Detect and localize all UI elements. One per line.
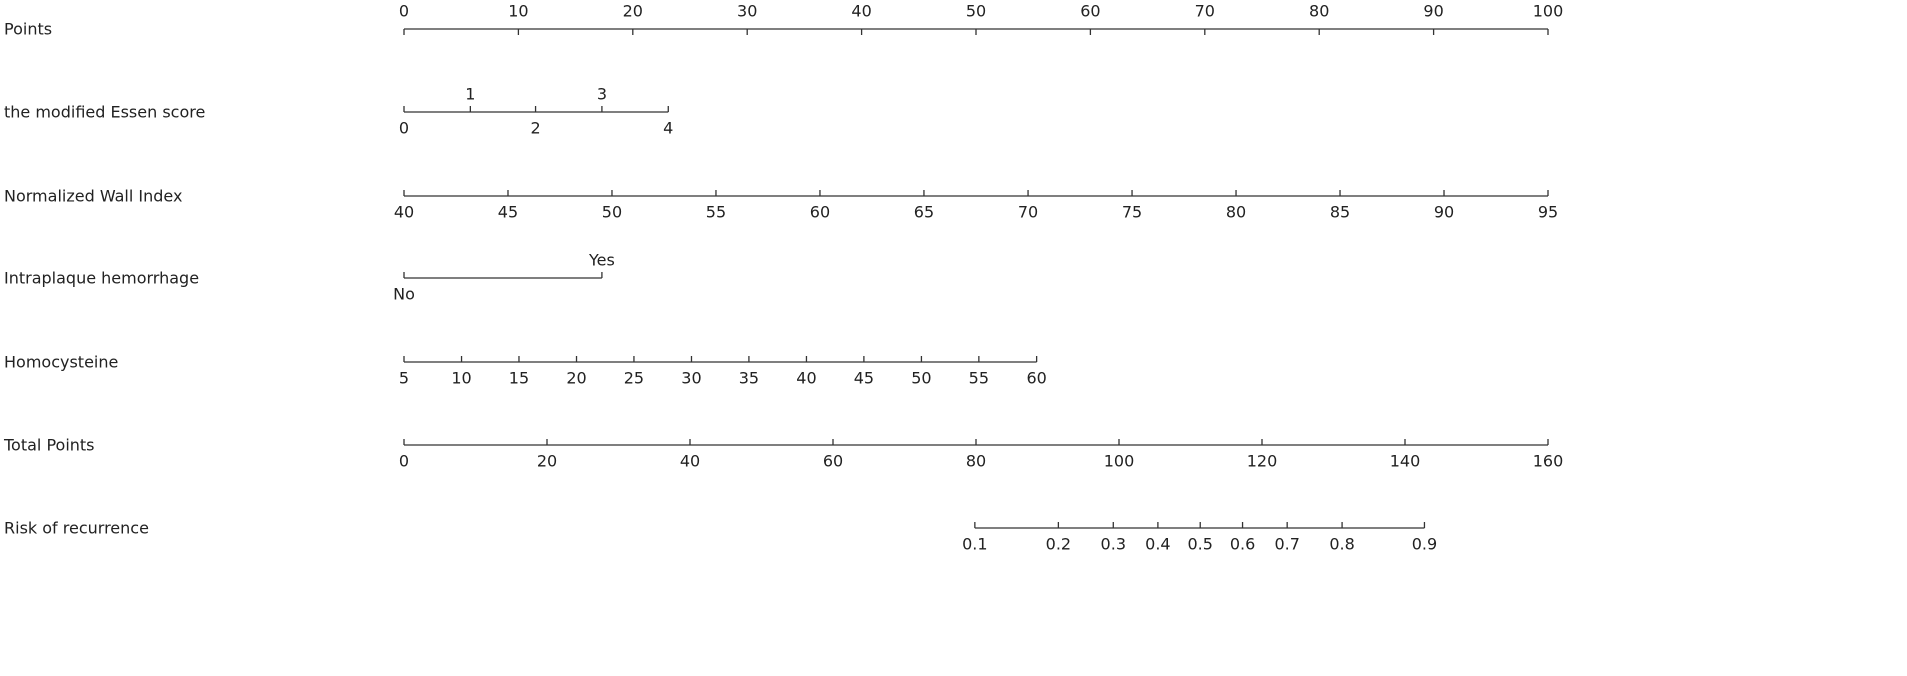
tick-label: 0.6 (1230, 535, 1255, 554)
tick-label: 0.7 (1274, 535, 1299, 554)
tick-label: 20 (623, 2, 643, 21)
tick-label: 100 (1533, 2, 1564, 21)
tick-label: 0.8 (1329, 535, 1354, 554)
tick-label: 140 (1390, 452, 1421, 471)
row-label: Risk of recurrence (4, 519, 149, 538)
tick-label: 90 (1434, 203, 1454, 222)
tick-label: 0.5 (1187, 535, 1212, 554)
tick-label: 80 (1309, 2, 1329, 21)
tick-label: 0.2 (1046, 535, 1071, 554)
tick-label: 10 (451, 369, 471, 388)
tick-label: 60 (823, 452, 843, 471)
tick-label: 0 (399, 452, 409, 471)
row-label: Intraplaque hemorrhage (4, 269, 199, 288)
tick-label: 30 (681, 369, 701, 388)
tick-label: 60 (810, 203, 830, 222)
tick-label: 160 (1533, 452, 1564, 471)
tick-label: 40 (796, 369, 816, 388)
tick-label: 30 (737, 2, 757, 21)
row-label: Points (4, 20, 52, 39)
tick-label: 35 (739, 369, 759, 388)
tick-label: 85 (1330, 203, 1350, 222)
tick-label: 15 (509, 369, 529, 388)
tick-label: 0 (399, 2, 409, 21)
tick-label: 90 (1423, 2, 1443, 21)
tick-label: 45 (854, 369, 874, 388)
tick-label: 0.4 (1145, 535, 1170, 554)
tick-label: 0.1 (962, 535, 987, 554)
tick-label: 2 (530, 119, 540, 138)
tick-label: 45 (498, 203, 518, 222)
tick-label: 25 (624, 369, 644, 388)
tick-label: 1 (465, 85, 475, 104)
tick-label: 80 (966, 452, 986, 471)
tick-label: 70 (1195, 2, 1215, 21)
tick-label: 75 (1122, 203, 1142, 222)
tick-label: 60 (1026, 369, 1046, 388)
row-label: Total Points (3, 436, 95, 455)
tick-label: 0 (399, 119, 409, 138)
tick-label: 5 (399, 369, 409, 388)
tick-label: 100 (1104, 452, 1135, 471)
tick-label: 40 (851, 2, 871, 21)
tick-label: 65 (914, 203, 934, 222)
tick-label: 50 (602, 203, 622, 222)
tick-label: 3 (597, 85, 607, 104)
row-label: Normalized Wall Index (4, 187, 182, 206)
tick-label: 50 (966, 2, 986, 21)
tick-label: 60 (1080, 2, 1100, 21)
tick-label: 40 (394, 203, 414, 222)
tick-label: 10 (508, 2, 528, 21)
tick-label: No (393, 285, 415, 304)
tick-label: 55 (706, 203, 726, 222)
tick-label: 95 (1538, 203, 1558, 222)
tick-label: 80 (1226, 203, 1246, 222)
row-label: Homocysteine (4, 353, 118, 372)
tick-label: 20 (566, 369, 586, 388)
tick-label: 4 (663, 119, 673, 138)
tick-label: 0.3 (1101, 535, 1126, 554)
tick-label: 120 (1247, 452, 1278, 471)
tick-label: 55 (969, 369, 989, 388)
tick-label: 50 (911, 369, 931, 388)
tick-label: Yes (588, 251, 615, 270)
tick-label: 0.9 (1412, 535, 1437, 554)
row-label: the modified Essen score (4, 103, 205, 122)
tick-label: 70 (1018, 203, 1038, 222)
tick-label: 40 (680, 452, 700, 471)
tick-label: 20 (537, 452, 557, 471)
